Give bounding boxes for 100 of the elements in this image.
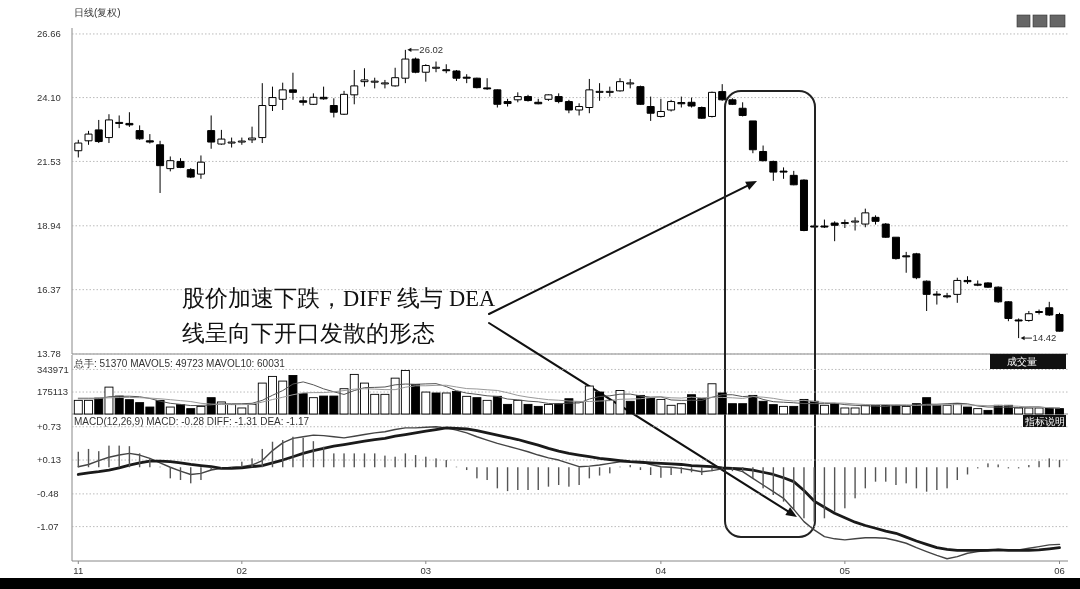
y-tick-label: 26.66 [37,28,61,40]
chart-title: MACD(12,26,9) MACD: -0.28 DIFF: -1.31 DEA: -1.17 [74,416,310,427]
candlestick [350,69,359,105]
y-tick-label: +0.73 [37,421,62,433]
candlestick [299,96,308,107]
candlestick [258,82,267,144]
candlestick [544,93,553,102]
annotation: 26.02 [419,44,444,56]
candlestick [575,102,584,116]
candlestick [595,82,604,102]
candlestick [115,114,124,129]
candlestick [963,275,972,285]
candlestick [207,114,216,150]
candlestick [1004,300,1013,322]
candlestick [861,208,870,228]
candlestick [74,139,83,158]
y-tick-label: 18.94 [37,220,61,232]
candlestick [738,101,747,117]
candlestick [156,140,165,194]
candlestick [248,126,257,144]
candlestick [636,85,645,106]
chart-title: 总手: 51370 MAVOL5: 49723 MAVOL10: 60031 [73,358,286,369]
candlestick [943,292,952,299]
y-tick-label: 21.53 [37,155,61,167]
candlestick [697,106,706,120]
candlestick [922,279,931,312]
y-tick-label: -1.07 [37,521,59,533]
candlestick [452,69,461,82]
candlestick [656,98,665,118]
candlestick [442,63,451,74]
candlestick [871,214,880,226]
candlestick [728,97,737,106]
candlestick [524,94,533,103]
y-tick-label: 13.78 [37,348,61,360]
y-tick-label: -0.48 [37,488,59,500]
candlestick [340,90,349,116]
candlestick [391,67,400,88]
candlestick [779,166,788,180]
x-tick-label: 06 [1054,565,1065,576]
candlestick [380,79,389,89]
x-tick-label: 11 [73,565,84,576]
candlestick [125,111,134,128]
candlestick [513,91,522,103]
candlestick [237,137,246,146]
candlestick [176,157,185,169]
y-tick-label: 343971 [37,363,69,375]
candlestick [554,92,563,104]
chart-title: 日线(复权) [74,7,121,18]
button: 成交量 [990,354,1066,369]
candlestick [769,160,778,182]
x-tick-label: 02 [236,565,248,576]
candlestick [84,130,93,146]
candlestick [278,82,287,111]
candlestick [902,251,911,274]
candlestick [953,277,962,304]
candlestick [145,133,154,145]
y-tick-label: 16.37 [37,284,61,296]
candlestick [994,285,1003,304]
candlestick [1045,301,1054,317]
candlestick [789,170,798,186]
candlestick [707,91,716,118]
candlestick [370,77,379,89]
candlestick [432,61,441,73]
candlestick [186,167,195,179]
candlestick [983,281,992,289]
x-tick-label: 05 [839,565,851,576]
candlestick [564,99,573,114]
candlestick [196,154,205,180]
candlestick [1014,317,1023,339]
candlestick [759,145,768,162]
candlestick [677,96,686,109]
candlestick [748,120,757,154]
candlestick [472,77,481,89]
candlestick [881,222,890,239]
candlestick [534,98,543,105]
candlestick [891,236,900,261]
candlestick [135,124,144,141]
button: 指标说明 [1023,415,1066,427]
annotation: 14.42 [1032,332,1057,344]
y-tick-label: 175113 [37,386,68,398]
candlestick [483,77,492,91]
candlestick [912,252,921,280]
candlestick [687,97,696,109]
candlestick [1024,310,1033,323]
candlestick [626,78,635,89]
annotation: 成交量 [1007,356,1037,368]
candlestick [973,279,982,287]
y-tick-label: 24.10 [37,91,61,103]
candlestick [585,78,594,114]
candlestick [851,216,860,232]
x-tick-label: 03 [420,565,432,576]
candlestick [94,119,103,144]
candlestick [1035,309,1044,315]
candlestick [1055,312,1064,333]
candlestick [288,72,297,101]
candlestick [646,96,655,122]
candlestick [667,99,676,112]
candlestick [840,219,849,229]
annotation: 股价加速下跌，DIFF 线与 DEA 线呈向下开口发散的形态 [182,285,496,348]
candlestick [329,97,338,118]
